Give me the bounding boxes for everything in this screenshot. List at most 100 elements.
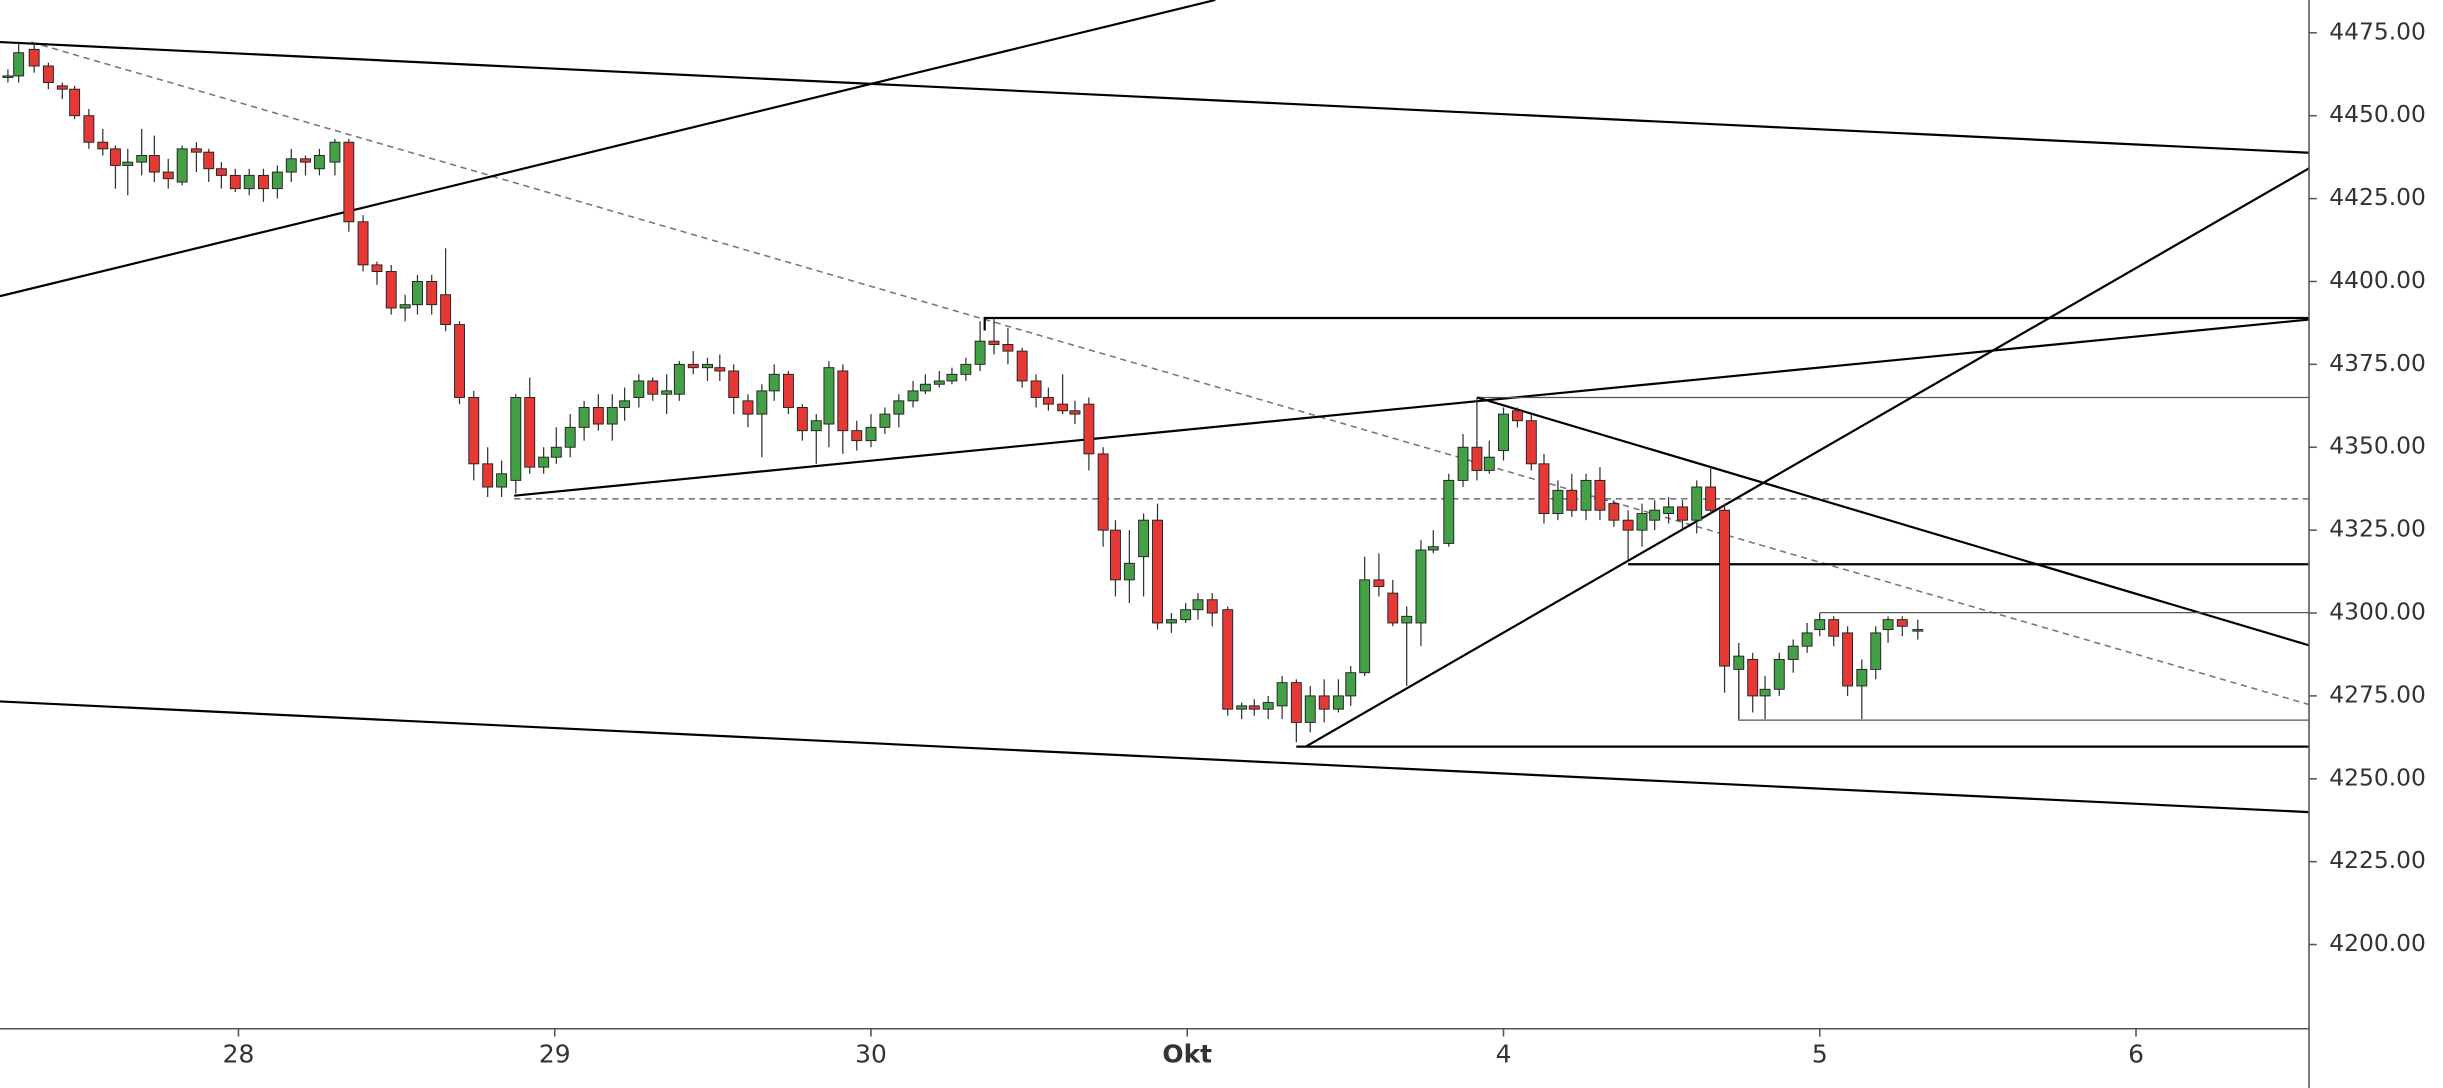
candle-body xyxy=(176,148,188,183)
candle-body xyxy=(215,168,227,176)
candle-body xyxy=(203,151,215,170)
candles xyxy=(2,42,1924,743)
candle-body xyxy=(619,400,631,408)
y-tick-label: 4475.00 xyxy=(2329,17,2426,45)
candle-body xyxy=(285,158,297,173)
candle-body xyxy=(578,406,590,428)
candle-body xyxy=(1622,519,1634,531)
candle-body xyxy=(13,52,25,77)
candle-body xyxy=(229,174,241,190)
candle-body xyxy=(524,397,536,468)
candle-body xyxy=(1401,615,1413,624)
candle-body xyxy=(1719,509,1731,667)
x-tick-label: 28 xyxy=(223,1039,255,1068)
candle-body xyxy=(865,426,877,442)
candle-body xyxy=(1691,486,1703,521)
candle-body xyxy=(1705,486,1717,511)
candle-body xyxy=(1030,380,1042,398)
candle-body xyxy=(1165,619,1177,624)
trend-line xyxy=(0,40,2310,154)
candle-body xyxy=(946,373,958,382)
candle-body xyxy=(1896,619,1908,627)
candle-body xyxy=(893,400,905,415)
candle-body xyxy=(162,171,174,180)
candle-body xyxy=(496,473,508,488)
candle-body xyxy=(1538,463,1550,515)
candle-body xyxy=(837,370,849,432)
candle-body xyxy=(329,141,341,163)
candle-body xyxy=(782,373,794,408)
candle-body xyxy=(385,271,397,309)
candle-body xyxy=(1759,688,1771,697)
candle-body xyxy=(1016,350,1028,382)
candle-body xyxy=(1359,579,1371,674)
candle-body xyxy=(412,281,423,306)
candle-body xyxy=(468,397,480,465)
candle-body xyxy=(1552,489,1564,515)
trend-line xyxy=(0,0,1216,298)
candle-body xyxy=(1248,705,1260,710)
candle-body xyxy=(851,430,863,442)
candle-body xyxy=(148,155,160,173)
y-tick-label: 4450.00 xyxy=(2329,100,2426,128)
candle-body xyxy=(1373,579,1385,587)
trend-line xyxy=(1476,396,2310,647)
candle-body xyxy=(343,141,355,223)
candle-body xyxy=(1608,503,1620,521)
candle-body xyxy=(42,65,54,84)
y-tick-label: 4375.00 xyxy=(2329,349,2426,377)
candle-body xyxy=(122,161,134,166)
candle-body xyxy=(426,281,438,306)
candle-body xyxy=(1262,702,1274,710)
candle-body xyxy=(1236,705,1248,710)
trend-line xyxy=(30,41,2310,706)
candle-body xyxy=(919,383,931,392)
candle-body xyxy=(988,340,1000,345)
candle-body xyxy=(454,324,465,398)
candle-body xyxy=(1192,599,1204,611)
horizontal-line xyxy=(983,316,2310,331)
candle-body xyxy=(1677,506,1688,521)
y-tick-label: 4325.00 xyxy=(2329,515,2426,543)
x-tick-label: 6 xyxy=(2128,1039,2144,1068)
candle-body xyxy=(257,174,269,190)
candle-body xyxy=(1057,403,1069,412)
y-tick-label: 4350.00 xyxy=(2329,432,2426,460)
candle-body xyxy=(1525,420,1537,465)
candle-body xyxy=(810,420,822,432)
candle-body xyxy=(1206,599,1218,614)
y-tick-label: 4300.00 xyxy=(2329,598,2426,626)
candle-body xyxy=(313,155,325,170)
candle-body xyxy=(1345,672,1357,697)
x-tick-label: 30 xyxy=(855,1039,887,1068)
candle-body xyxy=(1801,632,1813,647)
candle-body xyxy=(714,367,726,372)
candle-body xyxy=(606,406,618,425)
candle-body xyxy=(796,406,808,432)
candle-body xyxy=(1304,695,1316,723)
candle-body xyxy=(1594,479,1606,511)
candle-body xyxy=(1882,619,1894,631)
candle-body xyxy=(550,446,562,458)
candle-body xyxy=(69,88,81,117)
candle-body xyxy=(1222,609,1234,710)
candle-body xyxy=(1636,513,1648,531)
candle-body xyxy=(1097,453,1109,531)
candle-body xyxy=(661,390,673,395)
candle-body xyxy=(510,397,522,481)
drawings xyxy=(0,0,2310,814)
candle-body xyxy=(2,75,14,78)
candle-body xyxy=(1912,629,1924,632)
candle-body xyxy=(538,456,550,468)
candle-body xyxy=(136,155,148,163)
candle-body xyxy=(1814,619,1826,631)
candle-body xyxy=(1747,658,1759,697)
candle-body xyxy=(633,380,645,398)
candle-body xyxy=(1580,479,1592,511)
candle-body xyxy=(1138,519,1150,558)
candle-body xyxy=(190,148,202,153)
candle-body xyxy=(742,400,754,415)
